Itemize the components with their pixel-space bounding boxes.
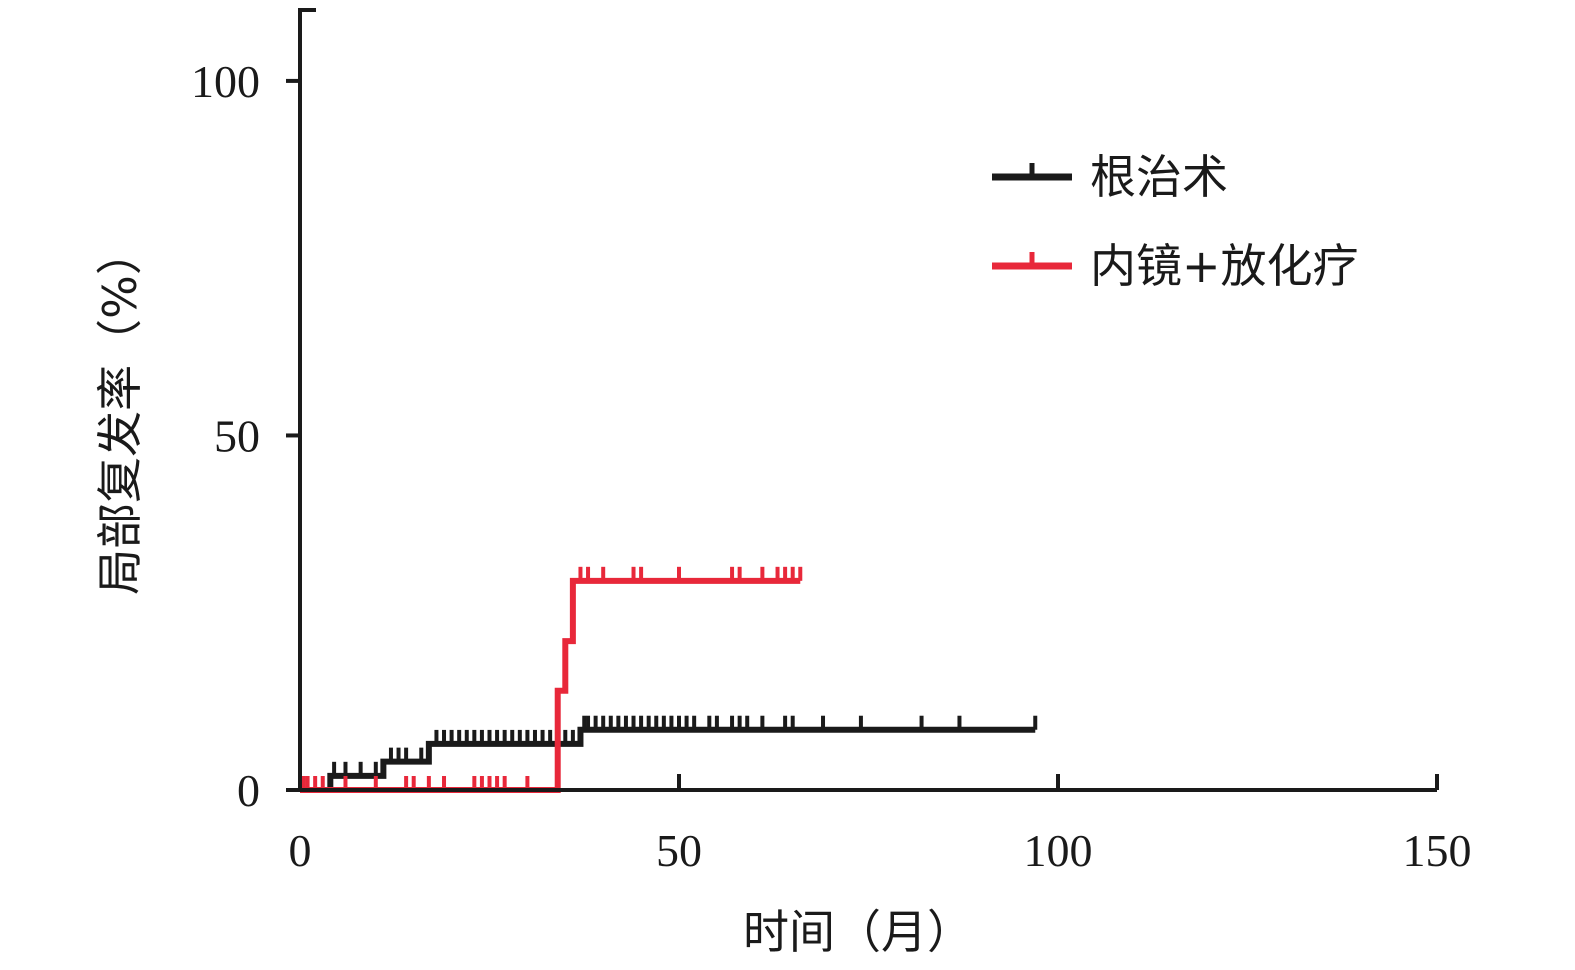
series-line [300,726,1036,793]
y-tick-label: 50 [214,410,260,461]
x-tick-label: 150 [1403,825,1472,876]
y-axis-title: 局部复发率（%） [93,229,147,595]
series-line [300,577,801,793]
x-axis-title: 时间（月） [743,905,973,959]
legend-label: 内镜+放化疗 [1090,239,1359,293]
legend-item-2: 内镜+放化疗 [992,239,1359,293]
axes-layer: 0 50 100 0 50 100 150 [191,8,1472,876]
x-tick-label: 0 [289,825,312,876]
series-layer [300,566,1038,793]
legend-item-1: 根治术 [992,150,1228,204]
x-tick-label: 100 [1024,825,1093,876]
y-tick-label: 100 [191,56,260,107]
legend-label: 根治术 [1090,150,1228,204]
series-2 [300,566,803,793]
series-1 [300,715,1038,793]
x-tick-label: 50 [656,825,702,876]
y-tick-label: 0 [237,765,260,816]
